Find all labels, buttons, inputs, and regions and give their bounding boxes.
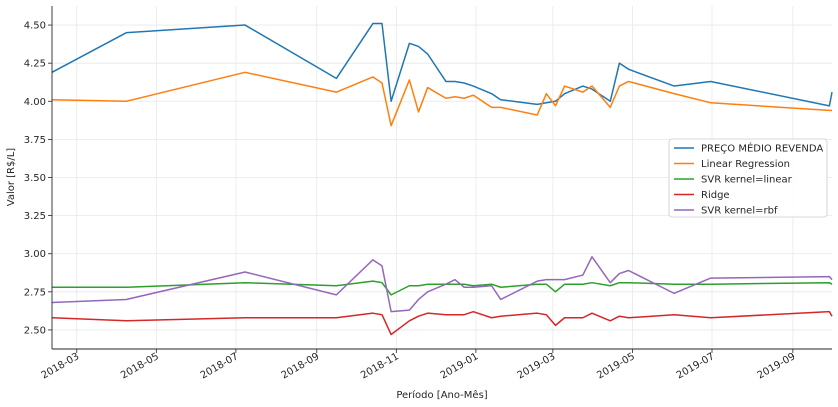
legend-label: SVR kernel=linear — [701, 175, 793, 186]
x-tick-label: 2018-07 — [199, 351, 241, 381]
x-ticks: 2018-03 2018-05 2018-07 2018-09 2018-11 2019-… — [40, 349, 798, 381]
series-line-ridge — [51, 310, 833, 336]
x-tick-label: 2019-09 — [756, 351, 798, 381]
x-tick-label: 2018-05 — [119, 351, 161, 381]
legend-box — [668, 138, 828, 218]
y-tick-label: 3.00 — [24, 249, 46, 260]
legend-label: PREÇO MÉDIO REVENDA — [701, 142, 823, 155]
x-axis-label: Período [Ano-Mês] — [396, 389, 487, 401]
series-lines — [51, 22, 833, 336]
x-tick-label: 2018-03 — [40, 351, 82, 381]
legend-label: Ridge — [701, 190, 730, 201]
y-tick-label: 4.50 — [24, 21, 46, 32]
x-tick-label: 2019-01 — [439, 351, 481, 381]
y-tick-label: 4.00 — [24, 97, 46, 108]
series-line-svr-kernel-rbf — [51, 256, 833, 313]
legend-label: SVR kernel=rbf — [701, 206, 778, 217]
x-tick-label: 2019-07 — [675, 351, 717, 381]
y-tick-label: 4.25 — [24, 59, 46, 70]
legend: PREÇO MÉDIO REVENDA Linear Regression SVR … — [668, 138, 828, 218]
y-tick-label: 2.75 — [24, 287, 46, 298]
y-tick-label: 3.75 — [24, 135, 46, 146]
y-axis-label: Valor [R$/L] — [6, 148, 17, 207]
y-tick-label: 3.50 — [24, 173, 46, 184]
series-line-linear-regression — [51, 71, 832, 127]
series-line-pre-o-m-dio-revenda — [51, 22, 833, 107]
x-tick-label: 2018-11 — [359, 351, 401, 381]
legend-label: Linear Regression — [701, 159, 790, 170]
series-line-svr-kernel-linear — [52, 280, 833, 296]
x-tick-label: 2019-03 — [516, 351, 558, 381]
x-tick-label: 2019-05 — [595, 351, 637, 381]
y-tick-label: 3.25 — [24, 211, 46, 222]
y-ticks: 2.50 2.75 3.00 3.25 3.50 3.75 4.00 4.25 4.50 — [24, 21, 52, 336]
y-tick-label: 2.50 — [24, 325, 46, 336]
x-tick-label: 2018-09 — [280, 351, 322, 381]
